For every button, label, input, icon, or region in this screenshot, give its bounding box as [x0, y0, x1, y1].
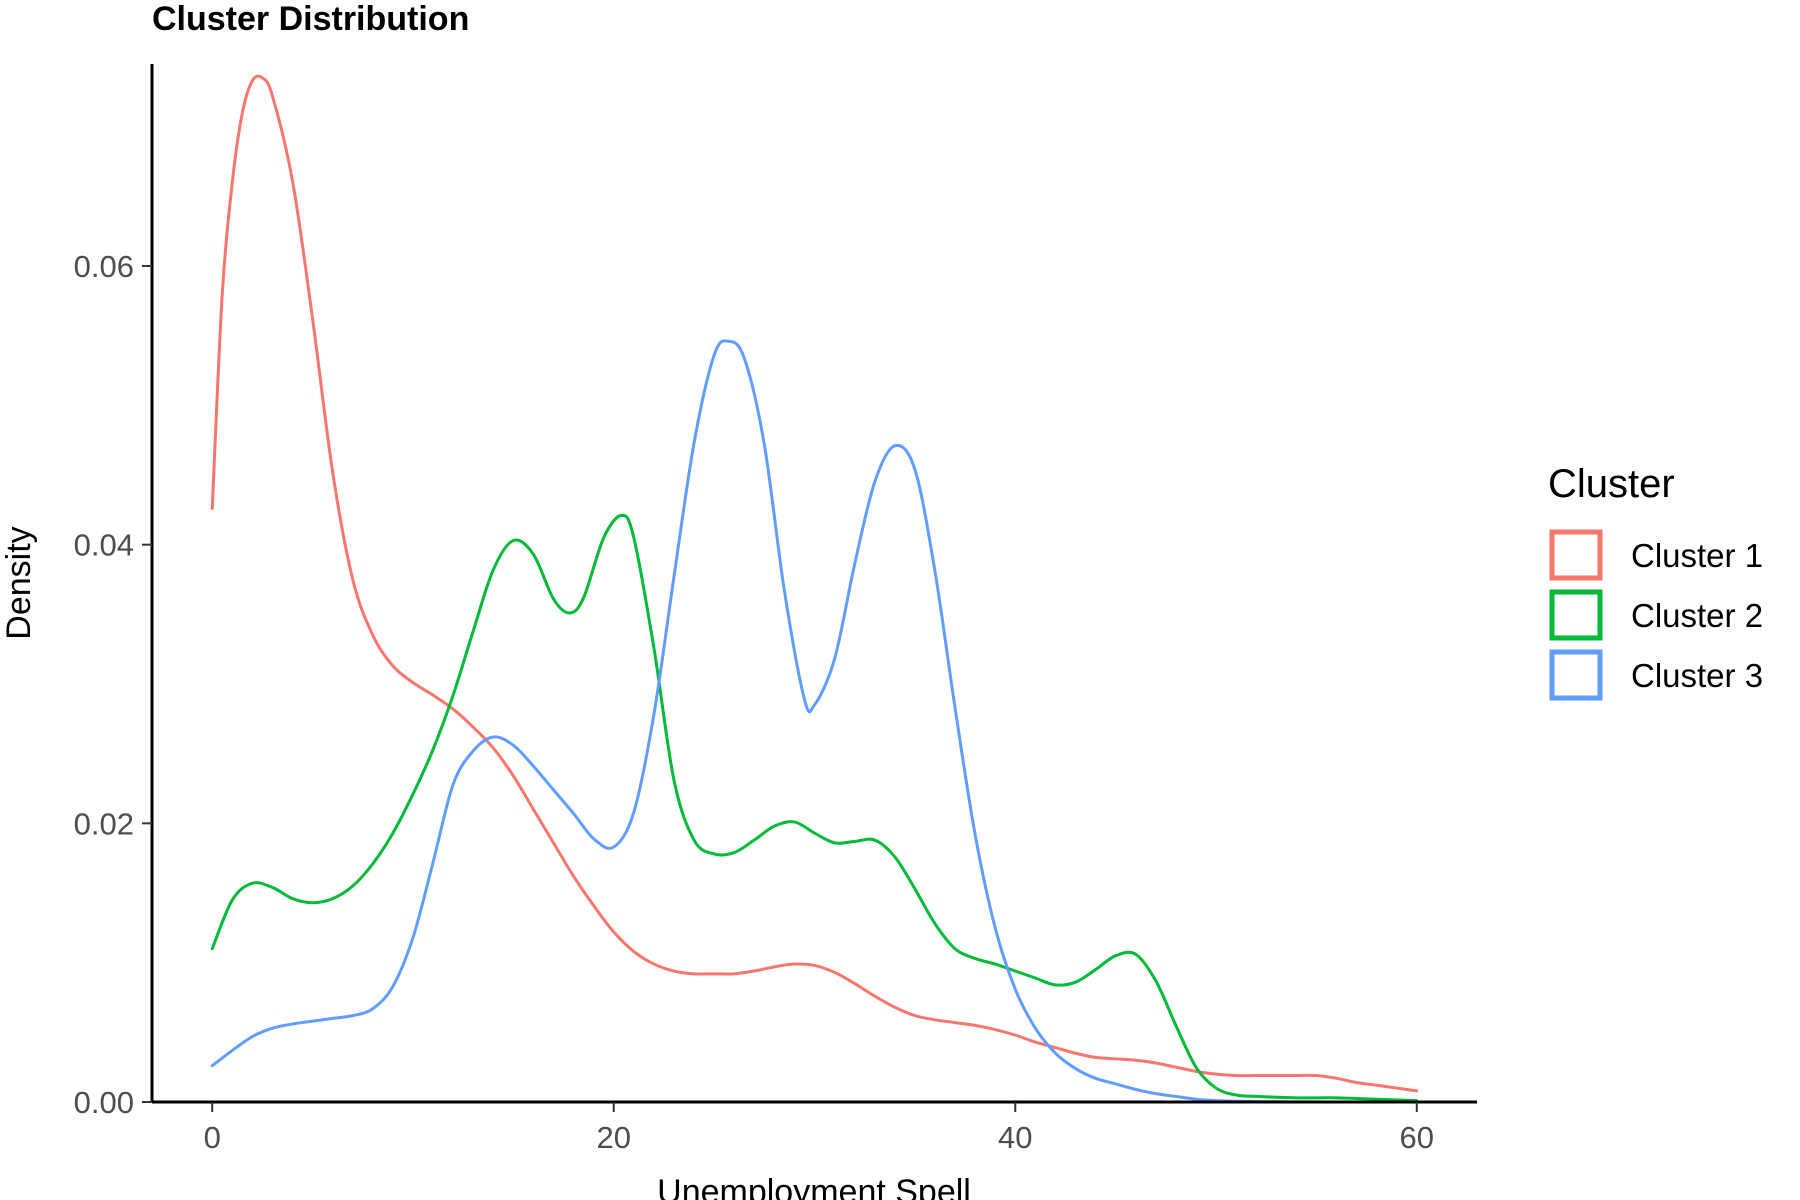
legend-items: Cluster 1 Cluster 2 Cluster 3 — [1549, 529, 1763, 701]
legend-label-cluster-1: Cluster 1 — [1631, 537, 1763, 574]
legend-label-cluster-2: Cluster 2 — [1631, 597, 1763, 634]
legend: Cluster Cluster 1 Cluster 2 Cluster 3 — [1548, 462, 1763, 701]
x-tick-label-0: 0 — [204, 1120, 221, 1155]
legend-title: Cluster — [1548, 462, 1675, 506]
series-line-cluster-1 — [210, 74, 1419, 1093]
x-tick-label-20: 20 — [597, 1120, 631, 1155]
x-ticks: 0 20 40 60 — [204, 1102, 1434, 1155]
x-tick-label-40: 40 — [998, 1120, 1032, 1155]
legend-key-cluster-1 — [1549, 529, 1603, 581]
y-ticks: 0.00 0.02 0.04 0.06 — [74, 249, 152, 1120]
y-axis-title: Density — [0, 526, 38, 639]
y-tick-label-0.06: 0.06 — [74, 249, 134, 284]
y-tick-label-0.02: 0.02 — [74, 806, 134, 841]
legend-key-cluster-2 — [1549, 589, 1603, 641]
x-tick-label-60: 60 — [1400, 1120, 1434, 1155]
y-tick-label-0.00: 0.00 — [74, 1085, 134, 1120]
series-line-cluster-3 — [210, 339, 1419, 1104]
series-layer — [210, 74, 1419, 1104]
series-line-cluster-2 — [210, 513, 1419, 1103]
legend-key-cluster-3 — [1549, 649, 1603, 701]
chart-title: Cluster Distribution — [152, 0, 469, 38]
y-tick-label-0.04: 0.04 — [74, 528, 134, 563]
x-axis-title: Unemployment Spell — [657, 1173, 971, 1200]
legend-label-cluster-3: Cluster 3 — [1631, 657, 1763, 694]
